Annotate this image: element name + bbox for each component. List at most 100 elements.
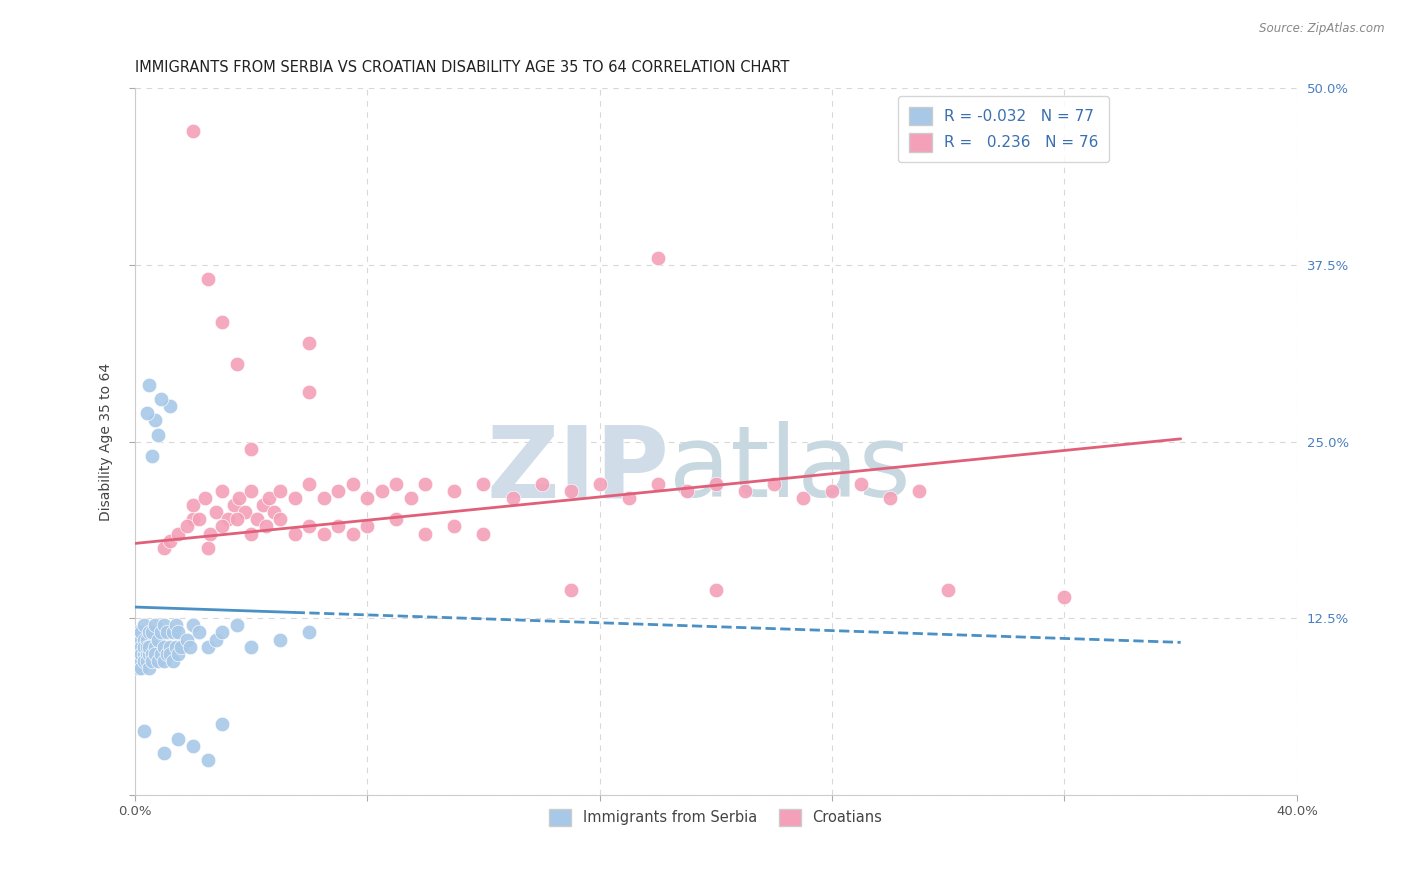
Point bbox=[127, 654, 149, 668]
Point bbox=[138, 378, 160, 392]
Point bbox=[181, 739, 204, 753]
Point bbox=[240, 526, 263, 541]
Text: Source: ZipAtlas.com: Source: ZipAtlas.com bbox=[1260, 22, 1385, 36]
Point bbox=[156, 625, 179, 640]
Point bbox=[211, 717, 233, 731]
Point bbox=[167, 625, 190, 640]
Point bbox=[179, 640, 201, 654]
Point bbox=[762, 477, 785, 491]
Point bbox=[170, 640, 193, 654]
Point bbox=[159, 640, 181, 654]
Point bbox=[159, 400, 181, 414]
Point bbox=[181, 498, 204, 512]
Point bbox=[647, 251, 669, 265]
Point bbox=[162, 625, 184, 640]
Point bbox=[132, 618, 155, 632]
Point bbox=[908, 484, 931, 499]
Point bbox=[246, 512, 269, 526]
Point bbox=[233, 505, 256, 519]
Point bbox=[472, 477, 495, 491]
Point bbox=[312, 491, 335, 506]
Point bbox=[328, 519, 350, 533]
Point bbox=[129, 647, 152, 661]
Point bbox=[141, 625, 163, 640]
Point bbox=[135, 406, 157, 420]
Point bbox=[1053, 590, 1076, 604]
Point bbox=[162, 654, 184, 668]
Point bbox=[792, 491, 814, 506]
Point bbox=[138, 640, 160, 654]
Point bbox=[127, 661, 149, 675]
Point bbox=[617, 491, 640, 506]
Point bbox=[298, 385, 321, 400]
Point bbox=[127, 647, 149, 661]
Point bbox=[176, 632, 198, 647]
Point bbox=[197, 640, 219, 654]
Point bbox=[153, 541, 176, 555]
Point bbox=[269, 484, 291, 499]
Point bbox=[167, 647, 190, 661]
Point bbox=[159, 533, 181, 548]
Point bbox=[159, 647, 181, 661]
Point bbox=[129, 647, 152, 661]
Point bbox=[225, 512, 247, 526]
Point bbox=[415, 526, 437, 541]
Point bbox=[342, 526, 364, 541]
Point bbox=[298, 519, 321, 533]
Point bbox=[129, 640, 152, 654]
Point bbox=[734, 484, 756, 499]
Point bbox=[132, 632, 155, 647]
Point bbox=[156, 647, 179, 661]
Point bbox=[143, 413, 166, 427]
Point bbox=[647, 477, 669, 491]
Point bbox=[135, 654, 157, 668]
Point bbox=[222, 498, 245, 512]
Point bbox=[399, 491, 422, 506]
Point bbox=[879, 491, 901, 506]
Point bbox=[197, 272, 219, 286]
Point bbox=[205, 632, 228, 647]
Point bbox=[150, 647, 173, 661]
Point bbox=[135, 632, 157, 647]
Point bbox=[240, 484, 263, 499]
Point bbox=[257, 491, 280, 506]
Point bbox=[141, 647, 163, 661]
Point bbox=[181, 618, 204, 632]
Point bbox=[146, 654, 169, 668]
Point bbox=[356, 519, 378, 533]
Legend: Immigrants from Serbia, Croatians: Immigrants from Serbia, Croatians bbox=[543, 801, 890, 834]
Point bbox=[187, 625, 209, 640]
Point bbox=[143, 618, 166, 632]
Point bbox=[284, 491, 307, 506]
Point bbox=[228, 491, 250, 506]
Point bbox=[252, 498, 274, 512]
Point bbox=[312, 526, 335, 541]
Point bbox=[132, 724, 155, 739]
Point bbox=[211, 625, 233, 640]
Point bbox=[197, 541, 219, 555]
Point bbox=[254, 519, 277, 533]
Point bbox=[356, 491, 378, 506]
Point bbox=[167, 526, 190, 541]
Point bbox=[146, 632, 169, 647]
Point bbox=[211, 519, 233, 533]
Point bbox=[143, 640, 166, 654]
Point bbox=[127, 625, 149, 640]
Point bbox=[153, 746, 176, 760]
Point bbox=[200, 526, 222, 541]
Point bbox=[132, 654, 155, 668]
Point bbox=[263, 505, 285, 519]
Point bbox=[132, 647, 155, 661]
Point bbox=[141, 449, 163, 463]
Point bbox=[135, 647, 157, 661]
Point bbox=[530, 477, 553, 491]
Point bbox=[225, 357, 247, 371]
Point bbox=[443, 519, 465, 533]
Point bbox=[240, 442, 263, 456]
Point bbox=[127, 647, 149, 661]
Point bbox=[135, 640, 157, 654]
Point bbox=[298, 477, 321, 491]
Point bbox=[127, 640, 149, 654]
Point bbox=[298, 625, 321, 640]
Point bbox=[138, 661, 160, 675]
